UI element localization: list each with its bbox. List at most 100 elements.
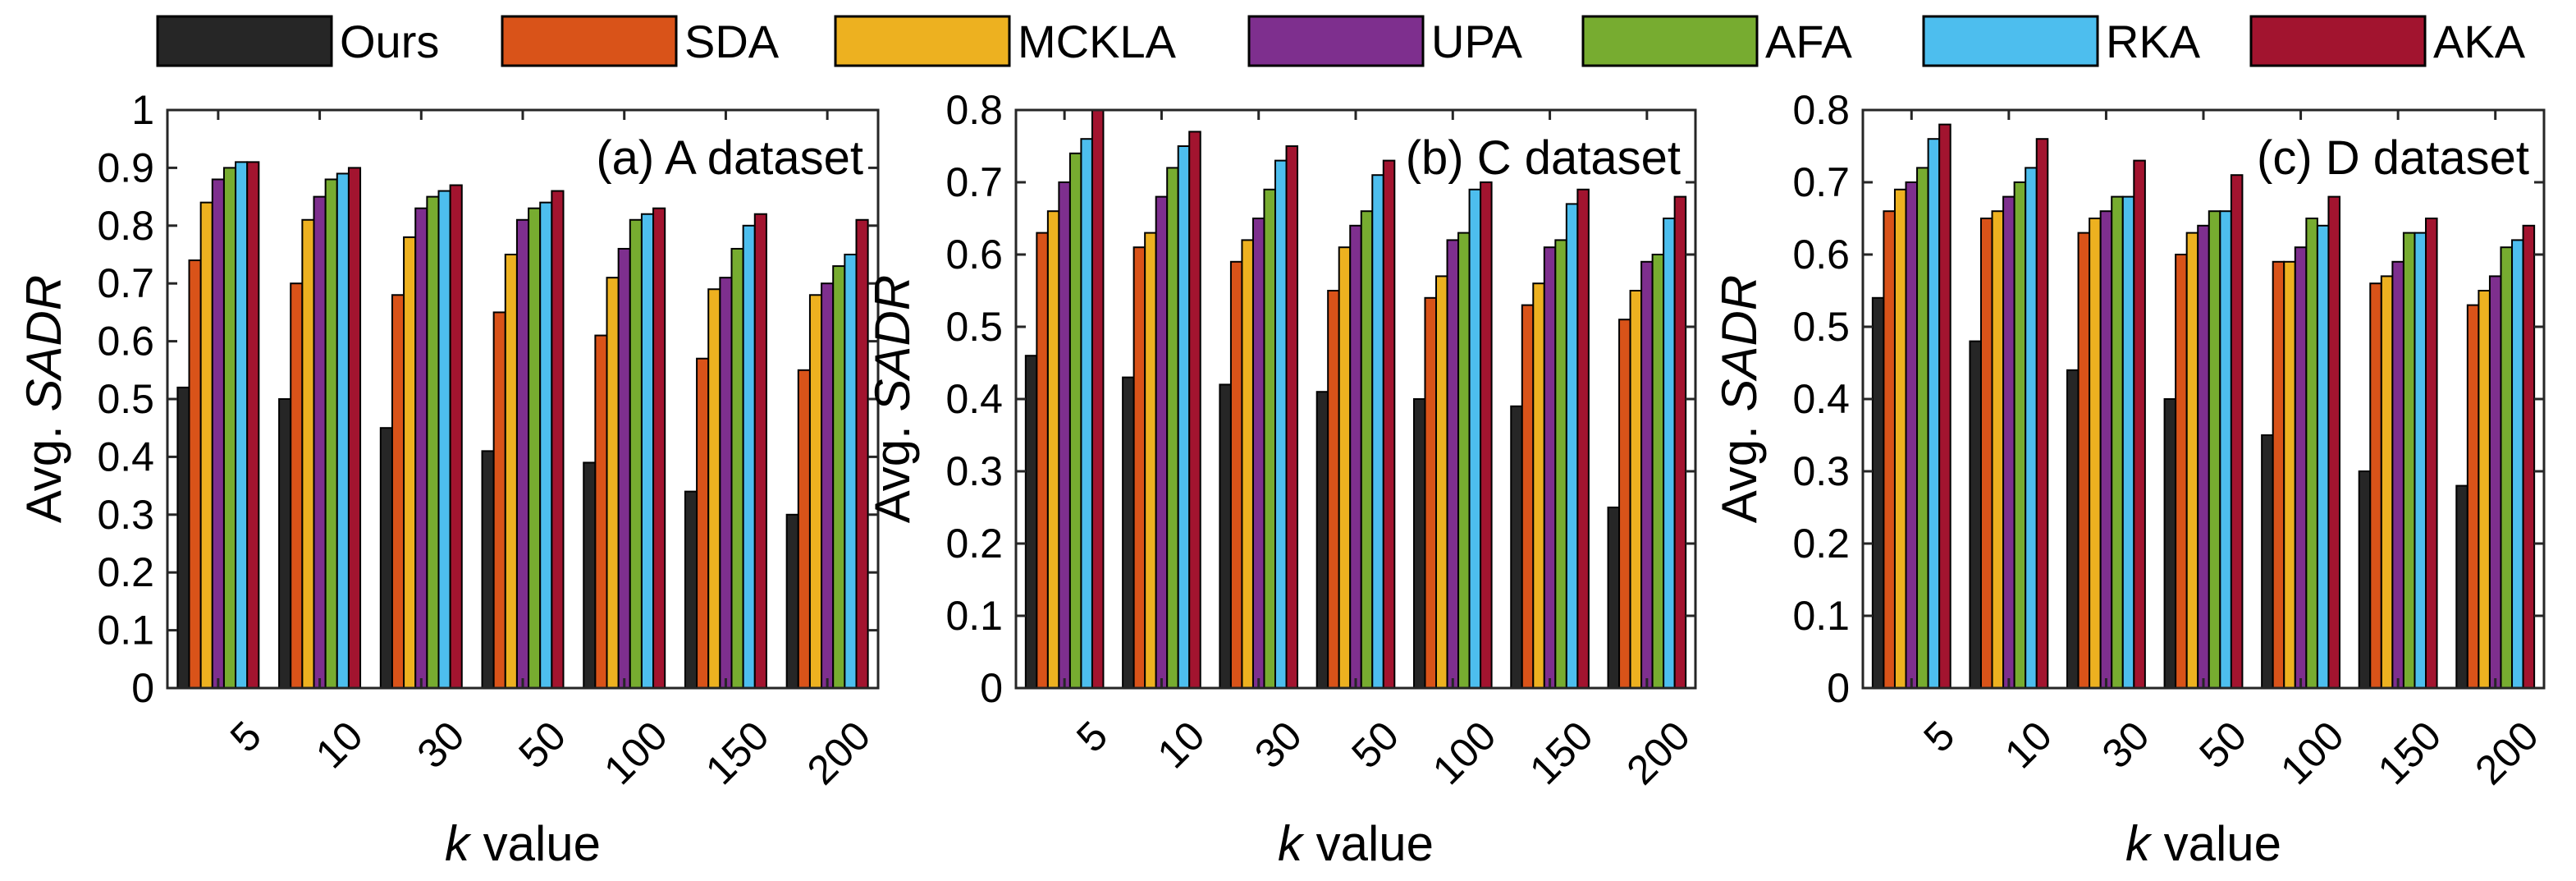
bar-aka-k150 (2425, 218, 2438, 688)
bar-mckla-k5 (1046, 210, 1060, 688)
bar-aka-k5 (1938, 123, 1951, 688)
bar-ours-k10 (1969, 340, 1982, 688)
bar-ours-k150 (684, 490, 698, 688)
bar-sda-k30 (2077, 232, 2091, 688)
bar-aka-k100 (652, 207, 666, 688)
bar-mckla-k10 (301, 218, 315, 688)
bar-rka-k5 (235, 161, 249, 688)
legend-item-afa: AFA (1581, 15, 1852, 67)
bar-rka-k100 (2316, 224, 2330, 688)
legend-label-upa: UPA (1431, 16, 1523, 67)
bar-upa-k10 (1155, 195, 1169, 688)
bar-afa-k200 (1651, 254, 1665, 688)
bar-ours-k30 (1219, 383, 1232, 688)
bar-ours-k100 (2261, 434, 2274, 688)
bar-afa-k100 (629, 218, 643, 688)
y-tick-label: 0.2 (97, 549, 154, 595)
bar-rka-k10 (336, 172, 350, 688)
bar-mckla-k150 (1532, 282, 1545, 688)
legend-label-aka: AKA (2433, 16, 2526, 67)
bar-upa-k150 (2391, 260, 2404, 688)
legend-swatch-rka (1922, 15, 2099, 67)
bar-aka-k100 (1480, 181, 1493, 688)
bar-aka-k5 (246, 161, 260, 688)
y-tick-label: 0.1 (1792, 593, 1850, 639)
bar-sda-k100 (2272, 260, 2285, 688)
bar-ours-k150 (2358, 470, 2372, 688)
y-tick-label: 0.6 (945, 232, 1003, 278)
bar-afa-k150 (2402, 232, 2416, 688)
legend-label-rka: RKA (2106, 16, 2201, 67)
x-tick-label: 30 (1246, 713, 1311, 778)
bar-upa-k200 (821, 282, 835, 688)
bar-upa-k30 (1251, 218, 1265, 688)
bar-upa-k100 (617, 247, 631, 688)
bar-mckla-k5 (1893, 188, 1907, 688)
bar-mckla-k100 (2283, 260, 2296, 688)
bar-mckla-k30 (1241, 239, 1254, 688)
bar-rka-k5 (1080, 138, 1093, 688)
legend-label-sda: SDA (684, 16, 780, 67)
bar-upa-k100 (1446, 239, 1460, 688)
bar-afa-k200 (832, 265, 846, 688)
bar-upa-k100 (2294, 246, 2308, 688)
bar-ours-k150 (1510, 405, 1523, 688)
bar-mckla-k50 (504, 254, 518, 688)
bar-ours-k10 (1122, 376, 1135, 688)
x-tick-label: 150 (2369, 713, 2450, 794)
bar-aka-k30 (449, 184, 463, 688)
bar-sda-k5 (1036, 232, 1049, 688)
y-tick-label: 0.8 (945, 87, 1003, 133)
x-tick-label: 10 (307, 713, 372, 778)
bar-mckla-k200 (1629, 290, 1643, 688)
x-tick-label: 50 (510, 713, 574, 778)
bar-afa-k10 (2013, 181, 2027, 688)
bar-upa-k200 (1640, 260, 1654, 688)
bar-mckla-k30 (403, 236, 417, 688)
bar-sda-k10 (1132, 246, 1146, 688)
bar-upa-k5 (1058, 181, 1071, 688)
y-tick-label: 0.3 (97, 492, 154, 538)
bar-afa-k5 (1916, 167, 1929, 688)
bar-sda-k100 (594, 334, 608, 688)
bar-afa-k100 (2305, 218, 2318, 688)
bar-ours-k50 (481, 450, 495, 688)
x-axis-label: k value (2125, 816, 2281, 871)
bar-mckla-k150 (707, 288, 721, 688)
bar-ours-k5 (1871, 296, 1885, 688)
bar-mckla-k200 (808, 294, 823, 688)
bar-sda-k30 (391, 294, 405, 688)
panel-title: (b) C dataset (1406, 131, 1681, 185)
bar-ours-k50 (2163, 398, 2177, 688)
bar-aka-k10 (2035, 138, 2049, 688)
x-tick-label: 10 (1996, 713, 2061, 778)
y-axis-label: Avg. SADR (16, 275, 71, 523)
bar-afa-k30 (426, 195, 440, 688)
x-axis-label: k value (1278, 816, 1434, 871)
bar-upa-k150 (1543, 246, 1557, 688)
x-tick-label: 30 (2093, 713, 2158, 778)
bar-mckla-k50 (1338, 246, 1352, 688)
y-tick-label: 0.5 (945, 304, 1003, 350)
legend-item-rka: RKA (1922, 15, 2201, 67)
bar-rka-k10 (1177, 145, 1191, 688)
bar-afa-k50 (1360, 210, 1374, 688)
panel-title: (a) A dataset (596, 131, 863, 185)
bar-upa-k5 (1905, 181, 1919, 688)
y-tick-label: 0 (1827, 665, 1850, 711)
bar-upa-k10 (2002, 195, 2016, 688)
bar-upa-k50 (515, 218, 530, 688)
bar-ours-k10 (278, 398, 292, 688)
bar-rka-k200 (1663, 218, 1676, 688)
bar-upa-k5 (211, 178, 225, 688)
bar-sda-k100 (1424, 296, 1438, 688)
y-tick-label: 0.9 (97, 145, 154, 190)
chart-panels: 00.10.20.30.40.50.60.70.80.915 10 30 50 100 1… (16, 87, 2547, 871)
y-tick-label: 0.1 (97, 608, 154, 654)
bar-afa-k10 (324, 178, 338, 688)
x-tick-label: 5 (222, 713, 270, 761)
legend-item-ours: Ours (156, 15, 439, 67)
x-tick-label: 5 (1915, 713, 1963, 761)
bar-sda-k150 (696, 357, 710, 688)
bar-rka-k30 (437, 190, 451, 688)
